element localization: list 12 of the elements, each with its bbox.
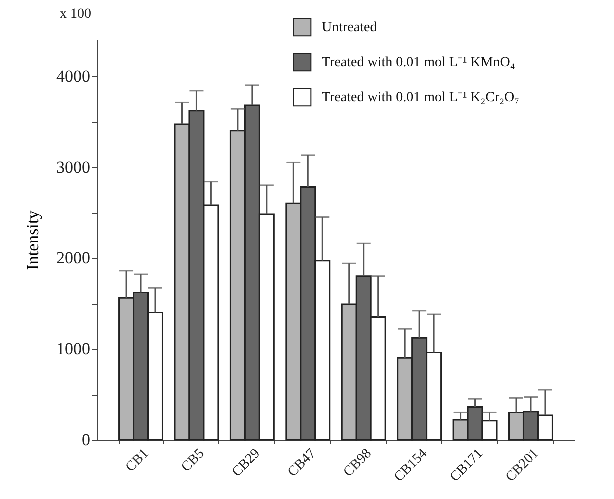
legend-label: Untreated	[322, 20, 378, 36]
y-tick-label: 3000	[56, 158, 90, 177]
y-axis-title: Intensity	[24, 210, 42, 270]
x-tick-label: CB1	[123, 446, 152, 476]
legend-label: Treated with 0.01 mol L⁻¹ KMnO₄	[322, 56, 516, 70]
y-tick-label: 0	[82, 430, 90, 450]
y-tick-label: 1000	[56, 340, 90, 359]
y-tick-label: 4000	[56, 66, 90, 86]
y-tick-label: 2000	[56, 248, 90, 268]
legend-label: Treated with 0.01 mol L⁻¹ K₂Cr₂O₇	[322, 90, 520, 106]
x-tick-label: CB5	[179, 446, 208, 476]
text: x 100	[60, 7, 92, 22]
